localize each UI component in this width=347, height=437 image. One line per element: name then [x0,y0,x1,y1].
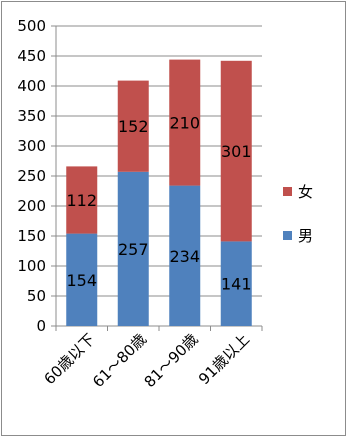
y-tick-label: 350 [17,107,46,125]
bar-male [66,233,98,326]
y-tick-label: 200 [17,197,46,215]
bar-male [169,185,201,326]
data-label: 112 [66,191,97,210]
legend-swatch [283,231,292,240]
y-tick-label: 250 [17,167,46,185]
y-tick-label: 450 [17,47,46,65]
legend-label: 男 [298,227,313,245]
bar-female [220,60,252,242]
legend-swatch [283,187,292,196]
y-tick-label: 400 [17,77,46,95]
data-label: 152 [118,117,149,136]
y-tick-label: 500 [17,17,46,35]
y-tick-label: 150 [17,227,46,245]
data-label: 141 [221,275,252,294]
bar-female [117,80,149,172]
y-tick-label: 100 [17,257,46,275]
data-labels: 154 112 257 152 234 210 141 301 [66,114,251,294]
y-tick-label: 300 [17,137,46,155]
bar-female [169,59,201,186]
y-tick-label: 0 [36,317,46,335]
legend-label: 女 [298,183,313,201]
data-label: 301 [221,142,252,161]
bar-male [117,171,149,326]
data-label: 154 [66,271,97,290]
bar-male [220,241,252,326]
y-tick-label: 50 [27,287,46,305]
data-label: 234 [169,247,200,266]
data-label: 210 [169,114,200,133]
y-axis: 0 50 100 150 200 250 300 350 400 450 500 [17,17,263,335]
legend: 女男 [283,183,313,245]
bar-female [66,166,98,234]
bars [66,59,252,326]
data-label: 257 [118,240,149,259]
